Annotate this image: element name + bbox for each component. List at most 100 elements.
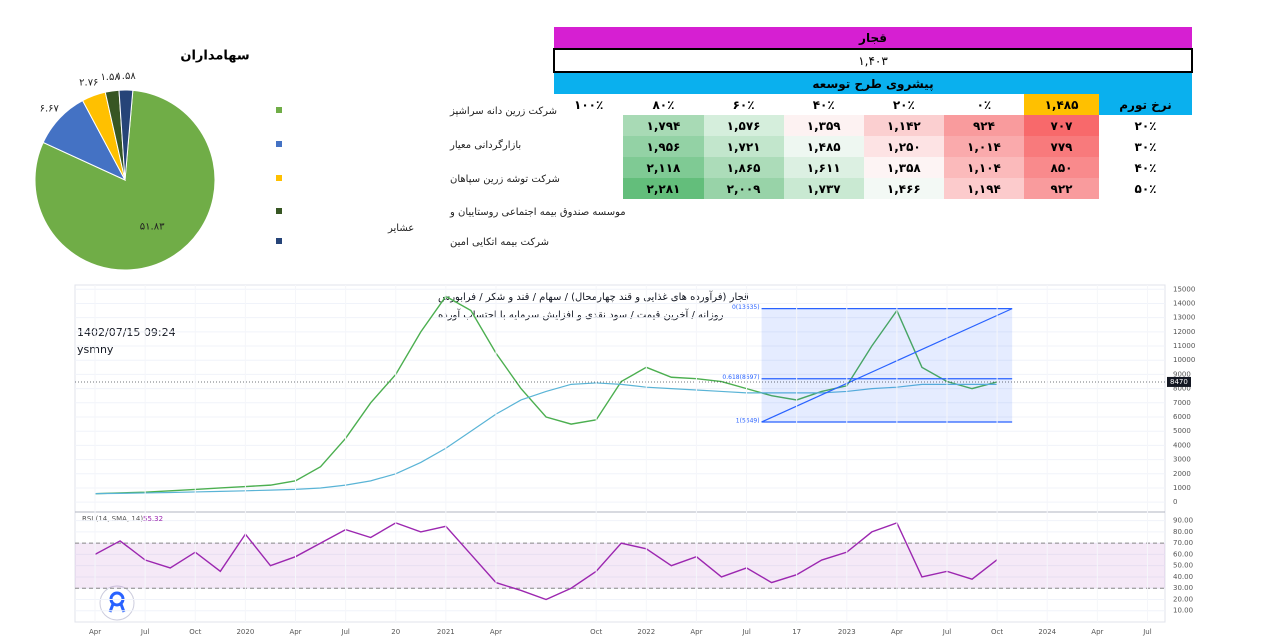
y-tick-label: 8000: [1173, 385, 1191, 393]
fib-label: 0(13635): [732, 304, 760, 311]
legend-swatch: [276, 107, 282, 113]
logo-circle: [99, 585, 135, 621]
y-tick-label: 2000: [1173, 470, 1191, 478]
x-tick-label: Apr: [89, 628, 101, 636]
y-tick-label: 14000: [1173, 299, 1195, 307]
header-row: نرخ تورم ۱,۴۸۵ ۰٪ ۲۰٪ ۴۰٪ ۶۰٪ ۸۰٪ ۱۰۰٪: [554, 94, 1192, 115]
x-tick-label: 20: [391, 628, 400, 636]
x-tick-label: 2020: [236, 628, 254, 636]
legend-label: موسسه صندوق بیمه اجتماعی روستاییان و عشای…: [387, 207, 626, 234]
table-value: ۱,۴۰۳: [553, 48, 1193, 73]
y-tick-label: 3000: [1173, 456, 1191, 464]
slice-label: ۲.۷۶: [79, 78, 98, 89]
x-tick-label: Oct: [189, 628, 201, 636]
data-row: ۴۰٪ ۸۵۰ ۱,۱۰۴ ۱,۳۵۸ ۱,۶۱۱ ۱,۸۶۵ ۲,۱۱۸: [554, 157, 1192, 178]
x-tick-label: Apr: [490, 628, 502, 636]
row-label: ۵۰٪: [1134, 181, 1157, 196]
column-header: ۲۰٪: [892, 97, 915, 112]
column-header: ۰٪: [976, 97, 992, 112]
data-cell: ۸۵۰: [1024, 157, 1099, 178]
data-cell: ۱,۰۱۴: [943, 136, 1024, 157]
data-cell: ۱,۷۳۷: [783, 178, 864, 199]
x-tick-label: Apr: [690, 628, 702, 636]
data-cell: ۱,۱۴۲: [863, 115, 944, 136]
table-title: قجار: [554, 27, 1192, 49]
y-tick-label: 80.00: [1173, 528, 1193, 536]
x-tick-label: 2024: [1038, 628, 1056, 636]
column-header: ۴۰٪: [812, 97, 835, 112]
data-cell: ۱,۱۹۴: [943, 178, 1024, 199]
data-cell: ۱,۴۸۵: [783, 136, 864, 157]
data-cell: ۷۰۷: [1024, 115, 1099, 136]
y-tick-label: 10.00: [1173, 607, 1193, 615]
corner-cell: ۱,۴۸۵: [1024, 94, 1099, 115]
legend-line: عشایر: [387, 223, 414, 234]
legend-label: شرکت زرین دانه سراشپز: [449, 106, 557, 117]
data-cell: ۱,۲۵۰: [863, 136, 944, 157]
data-cell: ۱,۶۱۱: [783, 157, 864, 178]
fib-label: 0.618(8697): [722, 374, 759, 381]
pie-title: سهامداران: [180, 49, 249, 64]
y-tick-label: 12000: [1173, 328, 1195, 336]
table-subtitle: پیشروی طرح توسعه: [554, 72, 1192, 94]
x-tick-label: Jul: [140, 628, 150, 636]
y-tick-label: 20.00: [1173, 595, 1193, 603]
slice-label: ۱.۵۸: [116, 71, 136, 82]
slice-label: ۱.۵۸: [100, 72, 120, 83]
legend-label: شرکت بیمه اتکایی امین: [450, 237, 549, 248]
y-tick-label: 11000: [1173, 342, 1195, 350]
data-cell: ۷۷۹: [1024, 136, 1099, 157]
rsi-title: RSI (14, SMA, 14): [82, 515, 143, 523]
data-cell: ۲,۲۸۱: [623, 178, 704, 199]
data-row: ۲۰٪ ۷۰۷ ۹۲۴ ۱,۱۴۲ ۱,۳۵۹ ۱,۵۷۶ ۱,۷۹۴: [554, 115, 1192, 136]
y-tick-label: 10000: [1173, 356, 1195, 364]
y-tick-label: 5000: [1173, 427, 1191, 435]
row-label: ۳۰٪: [1134, 139, 1157, 154]
y-tick-label: 50.00: [1173, 562, 1193, 570]
x-tick-label: Jul: [1142, 628, 1152, 636]
last-value-label: 8470: [1170, 378, 1188, 386]
x-tick-label: Oct: [991, 628, 1003, 636]
stock-title: قجار (فرآورده های غذایی و قند چهارمحال) …: [438, 290, 749, 303]
data-cell: ۱,۳۵۸: [863, 157, 944, 178]
title-row: قجار: [554, 27, 1192, 49]
data-cell: ۹۲۴: [943, 115, 1024, 136]
legend-swatch: [276, 238, 282, 244]
legend-swatch: [276, 175, 282, 181]
timestamp: 1402/07/15 09:24: [77, 326, 176, 339]
x-tick-label: Apr: [891, 628, 903, 636]
x-tick-label: Apr: [1091, 628, 1103, 636]
y-tick-label: 40.00: [1173, 573, 1193, 581]
y-tick-label: 90.00: [1173, 517, 1193, 525]
subtitle-row: پیشروی طرح توسعه: [554, 72, 1192, 94]
data-cell: ۱,۱۰۴: [943, 157, 1024, 178]
pie-slice: [118, 89, 134, 181]
legend-swatch: [276, 141, 282, 147]
plot-frame: [74, 284, 1166, 623]
y-tick-label: 30.00: [1173, 584, 1193, 592]
x-tick-label: Apr: [289, 628, 301, 636]
x-tick-label: Oct: [590, 628, 602, 636]
last-value-box: [1167, 376, 1191, 387]
row-header: نرخ تورم: [1099, 94, 1192, 115]
x-tick-label: Jul: [942, 628, 952, 636]
y-tick-label: 70.00: [1173, 539, 1193, 547]
sensitivity-table: قجار ۱,۴۰۳ پیشروی طرح توسعه نرخ تورم ۱,۴…: [553, 27, 1193, 199]
stock-subtitle: روزانه / آخرین قیمت / سود نقدی و افزایش …: [438, 308, 724, 321]
slice-label: ۶.۶۷: [40, 104, 60, 115]
column-header: ۶۰٪: [732, 97, 755, 112]
x-tick-label: Jul: [741, 628, 751, 636]
y-tick-label: 15000: [1173, 285, 1195, 293]
rsi-band: [75, 543, 1165, 589]
legend-line: موسسه صندوق بیمه اجتماعی روستاییان و: [449, 207, 626, 218]
data-cell: ۱,۸۶۵: [703, 157, 784, 178]
data-row: ۵۰٪ ۹۲۲ ۱,۱۹۴ ۱,۴۶۶ ۱,۷۳۷ ۲,۰۰۹ ۲,۲۸۱: [554, 178, 1192, 199]
y-tick-label: 4000: [1173, 441, 1191, 449]
y-tick-label: 13000: [1173, 314, 1195, 322]
slice-label: ۵۱.۸۳: [140, 222, 165, 233]
x-tick-label: 2023: [838, 628, 856, 636]
y-tick-label: 6000: [1173, 413, 1191, 421]
legend-label: شرکت توشه زرین سپاهان: [450, 174, 560, 185]
data-cell: ۱,۹۵۶: [623, 136, 704, 157]
